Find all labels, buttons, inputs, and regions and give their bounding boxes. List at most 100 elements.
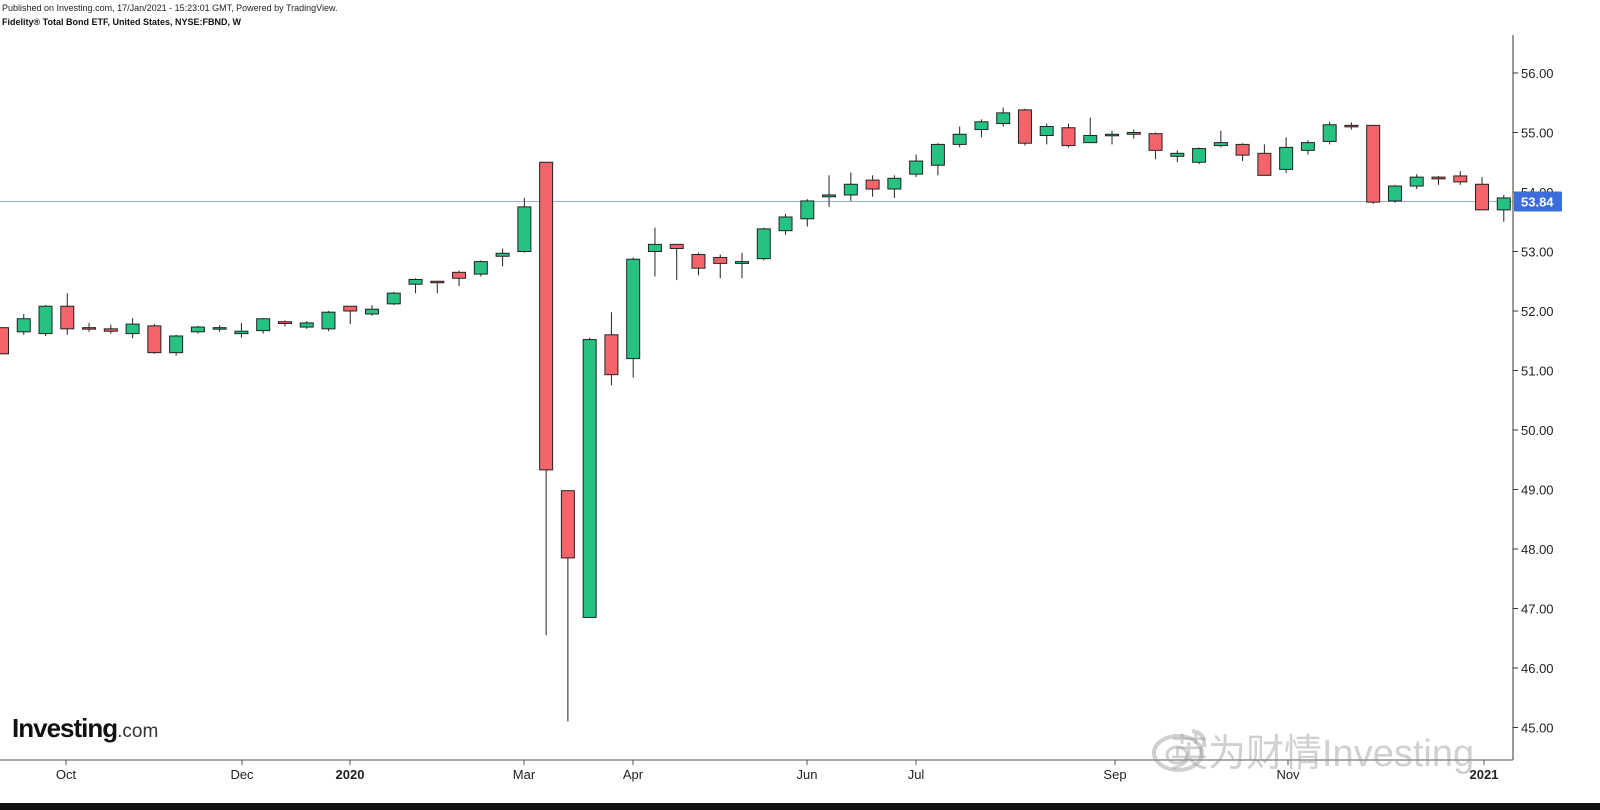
bottom-bar xyxy=(0,803,1600,810)
candle-body xyxy=(1126,132,1141,135)
candle-body xyxy=(169,335,184,354)
y-tick-label: 51.00 xyxy=(1521,364,1554,379)
y-tick-label: 50.00 xyxy=(1521,423,1554,438)
candle-body xyxy=(473,261,488,275)
candle-body xyxy=(343,305,358,312)
candle-body xyxy=(495,252,510,257)
candle-body xyxy=(778,216,793,232)
candle-body xyxy=(952,133,967,145)
candle-body xyxy=(887,177,902,190)
candle-body xyxy=(1475,183,1490,211)
candle-body xyxy=(517,206,532,252)
candle-body xyxy=(38,305,53,335)
candle-body xyxy=(1300,142,1315,151)
candle-body xyxy=(1366,124,1381,203)
candle-body xyxy=(604,334,619,376)
candle-body xyxy=(430,280,445,284)
y-tick-label: 48.00 xyxy=(1521,542,1554,557)
candle-body xyxy=(1496,197,1511,211)
y-tick-label: 53.00 xyxy=(1521,245,1554,260)
x-tick-label: 2021 xyxy=(1470,767,1499,782)
candle-body xyxy=(756,228,771,260)
x-axis: Oct Dec 2020 Mar Apr Jun Jul Sep Nov 2021 xyxy=(56,760,1499,782)
candle-body xyxy=(843,183,858,196)
candle-body xyxy=(256,318,271,332)
x-tick-label: Sep xyxy=(1103,767,1126,782)
y-tick-label: 49.00 xyxy=(1521,483,1554,498)
candle-body xyxy=(190,326,205,333)
candle-body xyxy=(1235,143,1250,156)
candle-body xyxy=(1017,109,1032,144)
candle-body xyxy=(865,179,880,190)
x-tick-label: Jun xyxy=(797,767,818,782)
candle-body xyxy=(452,271,467,279)
candle-body xyxy=(82,327,97,330)
y-tick-label: 45.00 xyxy=(1521,721,1554,736)
candle-body xyxy=(626,258,641,360)
candle-body xyxy=(1213,142,1228,147)
last-price-badge: 53.84 xyxy=(1514,191,1562,212)
symbol-title: Fidelity® Total Bond ETF, United States,… xyxy=(2,17,241,27)
last-price-label: 53.84 xyxy=(1521,195,1554,210)
candle-body xyxy=(1431,176,1446,180)
candle-body xyxy=(930,143,945,166)
y-tick-label: 55.00 xyxy=(1521,126,1554,141)
y-axis: 45.00 46.00 47.00 48.00 49.00 50.00 51.00 52.00… xyxy=(1513,66,1554,736)
candle-body xyxy=(386,292,401,305)
candle-body xyxy=(1387,185,1402,202)
published-note: Published on Investing.com, 17/Jan/2021 … xyxy=(2,3,338,13)
x-tick-label: Nov xyxy=(1276,767,1300,782)
candle-body xyxy=(582,339,597,618)
candle-body xyxy=(735,261,750,264)
candle-body xyxy=(1061,127,1076,147)
y-tick-label: 56.00 xyxy=(1521,66,1554,81)
candle-body xyxy=(1344,124,1359,128)
candle-body xyxy=(299,322,314,328)
candle-body xyxy=(1279,146,1294,170)
candles-layer xyxy=(0,107,1511,722)
logo-main: Investing xyxy=(12,713,118,743)
candle-body xyxy=(800,200,815,220)
candle-body xyxy=(125,323,140,335)
candle-body xyxy=(321,311,336,330)
candle-body xyxy=(974,121,989,131)
y-tick-label: 52.00 xyxy=(1521,304,1554,319)
candle-body xyxy=(16,318,31,333)
weibo-icon xyxy=(1152,729,1207,772)
candle-body xyxy=(1039,126,1054,136)
candle-body xyxy=(1148,133,1163,151)
candle-body xyxy=(103,328,118,332)
x-tick-label: 2020 xyxy=(336,767,365,782)
candle-body xyxy=(822,194,837,198)
candle-body xyxy=(1409,176,1424,187)
candle-body xyxy=(713,256,728,264)
investing-logo: Investing.com xyxy=(12,713,158,744)
candle-body xyxy=(365,308,380,315)
candle-body xyxy=(647,243,662,253)
candle-body xyxy=(277,321,292,324)
x-tick-label: Apr xyxy=(623,767,644,782)
candle-body xyxy=(212,327,227,330)
candle-body xyxy=(147,325,162,354)
candle-body xyxy=(1453,175,1468,183)
x-tick-label: Jul xyxy=(908,767,925,782)
candle-body xyxy=(1083,134,1098,144)
candle-body xyxy=(0,327,9,355)
candle-body xyxy=(1170,152,1185,157)
logo-domain: .com xyxy=(117,721,159,742)
candle-body xyxy=(996,112,1011,125)
y-tick-label: 47.00 xyxy=(1521,602,1554,617)
candle-body xyxy=(1105,133,1120,137)
candle-body xyxy=(539,161,554,471)
candle-body xyxy=(560,490,575,559)
x-tick-label: Mar xyxy=(513,767,536,782)
last-price-badge-bg xyxy=(1514,191,1562,212)
candle-body xyxy=(1322,124,1337,142)
x-tick-label: Dec xyxy=(230,767,254,782)
candle-body xyxy=(909,160,924,175)
candle-body xyxy=(1192,148,1207,163)
x-tick-label: Oct xyxy=(56,767,77,782)
candle-body xyxy=(60,305,75,330)
candle-body xyxy=(408,278,423,285)
